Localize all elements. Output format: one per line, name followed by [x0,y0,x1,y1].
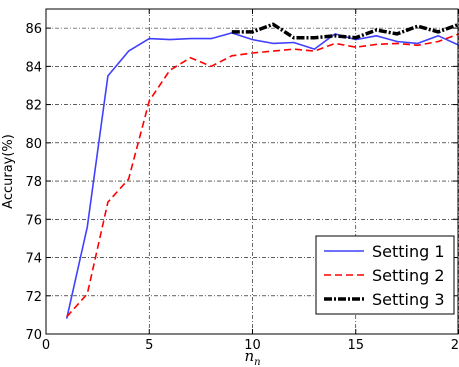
legend-label-1: Setting 1 [372,242,445,261]
y-tick-label: 78 [25,175,42,190]
y-tick-label: 86 [25,22,42,37]
legend: Setting 1 Setting 2 Setting 3 [315,235,455,315]
series-line-2 [66,33,459,318]
legend-label-2: Setting 2 [372,266,445,285]
y-tick-label: 70 [25,328,42,343]
series-line-1 [65,32,459,319]
x-tick-label: 20 [451,338,459,353]
y-tick-label: 80 [25,137,42,152]
x-tick-label: 15 [347,338,364,353]
x-tick-label: 0 [42,338,50,353]
axis-ticks [45,9,459,335]
x-axis-label-main: n [245,347,255,365]
tick-labels: 0 5 10 15 20 70 72 74 76 78 80 82 84 86 [25,22,459,353]
series-layer [65,22,459,319]
x-axis-label-subscript: n [254,357,260,367]
x-tick-label: 10 [244,338,261,353]
x-tick-label: 5 [145,338,153,353]
series-line-3 [231,22,459,40]
y-tick-label: 84 [25,60,42,75]
x-axis-label: nn [245,347,261,367]
y-tick-label: 74 [25,252,42,267]
y-tick-label: 72 [25,290,42,305]
y-axis-label: Accuray(%) [1,134,16,209]
y-tick-label: 76 [25,213,42,228]
legend-label-3: Setting 3 [372,290,445,309]
y-tick-label: 82 [25,99,42,114]
